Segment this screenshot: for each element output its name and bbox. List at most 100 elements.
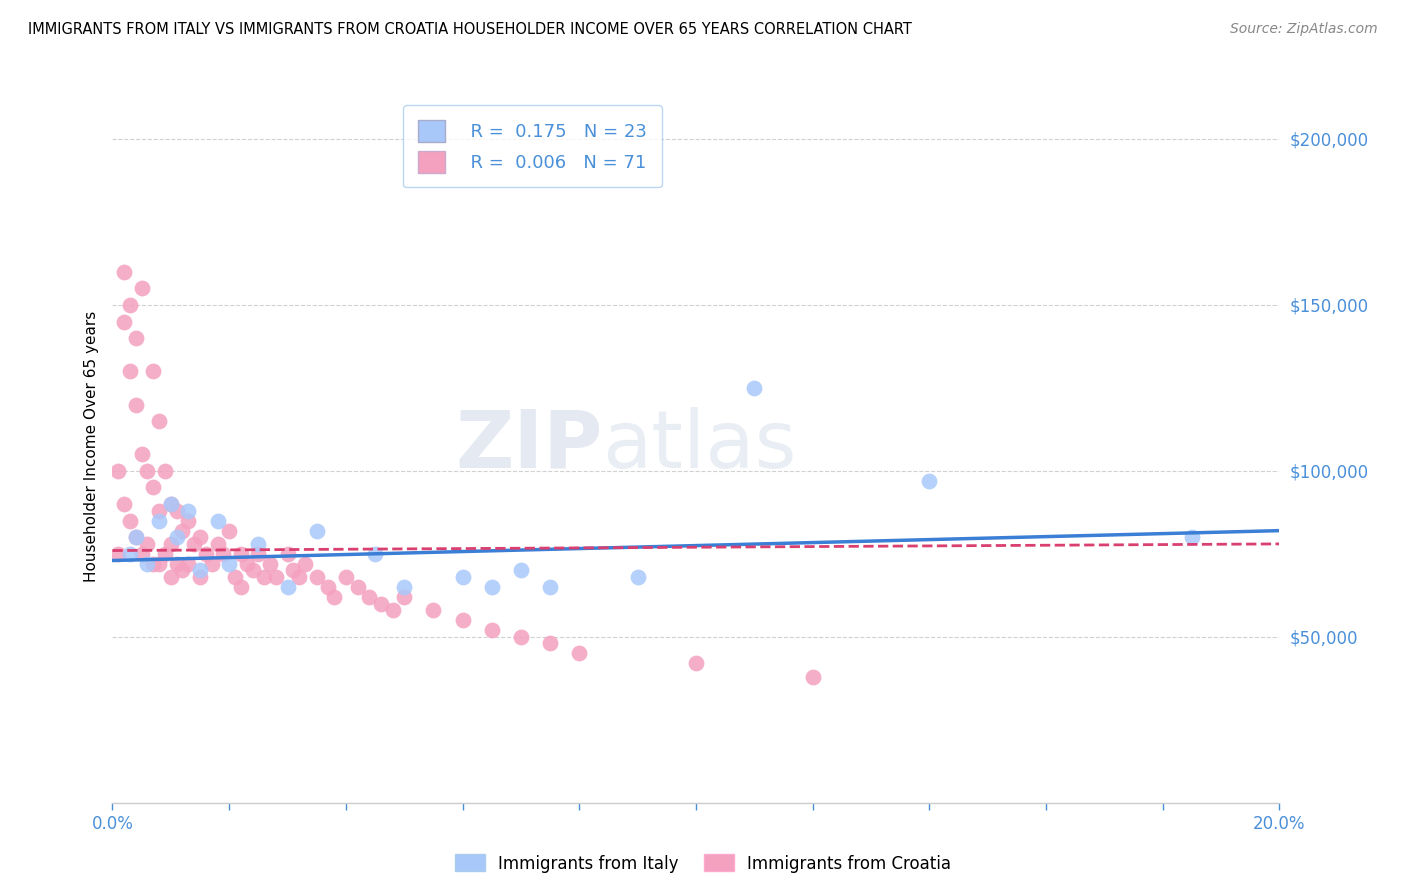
Point	[451, 570, 474, 584]
Point	[346, 580, 368, 594]
Point	[131, 281, 153, 295]
Point	[212, 547, 235, 561]
Point	[160, 497, 183, 511]
Point	[918, 474, 941, 488]
Point	[118, 514, 141, 528]
Point	[160, 570, 183, 584]
Point	[136, 464, 159, 478]
Point	[207, 537, 229, 551]
Point	[242, 564, 264, 578]
Point	[247, 547, 270, 561]
Point	[201, 557, 224, 571]
Point	[335, 570, 357, 584]
Point	[318, 580, 340, 594]
Point	[288, 570, 311, 584]
Point	[801, 670, 824, 684]
Point	[370, 597, 392, 611]
Point	[142, 557, 165, 571]
Text: Source: ZipAtlas.com: Source: ZipAtlas.com	[1230, 22, 1378, 37]
Point	[118, 364, 141, 378]
Point	[568, 647, 591, 661]
Point	[166, 504, 188, 518]
Point	[112, 265, 135, 279]
Point	[481, 580, 503, 594]
Point	[153, 464, 176, 478]
Point	[148, 414, 170, 428]
Point	[509, 564, 531, 578]
Point	[305, 524, 328, 538]
Point	[136, 557, 159, 571]
Point	[364, 547, 387, 561]
Point	[153, 547, 176, 561]
Point	[172, 524, 194, 538]
Point	[229, 547, 252, 561]
Point	[131, 547, 153, 561]
Point	[283, 564, 305, 578]
Point	[136, 537, 159, 551]
Point	[381, 603, 404, 617]
Point	[538, 580, 561, 594]
Legend:   R =  0.175   N = 23,   R =  0.006   N = 71: R = 0.175 N = 23, R = 0.006 N = 71	[404, 105, 662, 187]
Point	[188, 564, 211, 578]
Text: ZIP: ZIP	[456, 407, 603, 485]
Text: IMMIGRANTS FROM ITALY VS IMMIGRANTS FROM CROATIA HOUSEHOLDER INCOME OVER 65 YEAR: IMMIGRANTS FROM ITALY VS IMMIGRANTS FROM…	[28, 22, 912, 37]
Point	[188, 530, 211, 544]
Point	[194, 547, 217, 561]
Point	[294, 557, 316, 571]
Point	[112, 314, 135, 328]
Point	[166, 557, 188, 571]
Point	[183, 537, 205, 551]
Point	[177, 504, 200, 518]
Point	[394, 590, 416, 604]
Point	[224, 570, 246, 584]
Point	[148, 504, 170, 518]
Point	[451, 613, 474, 627]
Text: atlas: atlas	[603, 407, 797, 485]
Point	[177, 514, 200, 528]
Point	[235, 557, 257, 571]
Point	[264, 570, 287, 584]
Point	[509, 630, 531, 644]
Point	[218, 557, 240, 571]
Point	[172, 564, 194, 578]
Point	[125, 397, 148, 411]
Point	[481, 624, 503, 638]
Point	[125, 530, 148, 544]
Point	[160, 497, 183, 511]
Point	[218, 524, 240, 538]
Point	[112, 497, 135, 511]
Point	[422, 603, 444, 617]
Point	[142, 481, 165, 495]
Point	[253, 570, 276, 584]
Point	[1181, 530, 1204, 544]
Point	[131, 447, 153, 461]
Point	[742, 381, 765, 395]
Point	[118, 547, 141, 561]
Point	[148, 557, 170, 571]
Point	[394, 580, 416, 594]
Point	[276, 547, 298, 561]
Point	[188, 570, 211, 584]
Point	[359, 590, 381, 604]
Point	[229, 580, 252, 594]
Y-axis label: Householder Income Over 65 years: Householder Income Over 65 years	[83, 310, 98, 582]
Point	[107, 547, 129, 561]
Point	[627, 570, 650, 584]
Point	[685, 657, 707, 671]
Legend: Immigrants from Italy, Immigrants from Croatia: Immigrants from Italy, Immigrants from C…	[449, 847, 957, 880]
Point	[118, 298, 141, 312]
Point	[160, 537, 183, 551]
Point	[538, 636, 561, 650]
Point	[125, 530, 148, 544]
Point	[107, 464, 129, 478]
Point	[166, 530, 188, 544]
Point	[305, 570, 328, 584]
Point	[148, 514, 170, 528]
Point	[207, 514, 229, 528]
Point	[247, 537, 270, 551]
Point	[125, 331, 148, 345]
Point	[177, 557, 200, 571]
Point	[323, 590, 346, 604]
Point	[276, 580, 298, 594]
Point	[259, 557, 281, 571]
